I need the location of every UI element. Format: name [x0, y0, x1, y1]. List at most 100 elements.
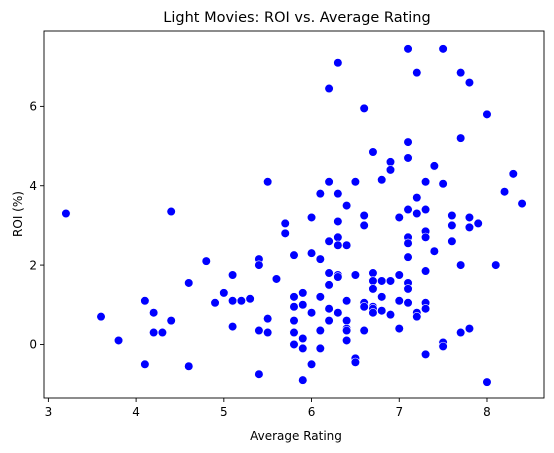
- data-point: [342, 316, 352, 326]
- data-point: [324, 236, 334, 246]
- data-point: [420, 266, 431, 276]
- data-point: [113, 335, 124, 346]
- data-point: [333, 308, 343, 318]
- data-point: [254, 325, 264, 336]
- data-point: [263, 314, 273, 324]
- data-point: [306, 212, 317, 223]
- data-point: [315, 325, 325, 336]
- data-point: [447, 220, 457, 231]
- data-point: [412, 208, 422, 219]
- data-point: [166, 206, 176, 217]
- data-point: [342, 200, 352, 211]
- data-point: [482, 377, 492, 387]
- data-point: [306, 359, 317, 369]
- data-point: [254, 369, 264, 379]
- data-point: [236, 296, 246, 306]
- data-point: [368, 147, 378, 157]
- data-point: [289, 250, 299, 260]
- data-point: [377, 306, 387, 316]
- x-tick-label: 6: [308, 405, 316, 419]
- data-point: [350, 270, 361, 280]
- data-point: [342, 335, 352, 346]
- data-points: [61, 44, 527, 387]
- x-axis-label: Average Rating: [250, 429, 342, 443]
- data-point: [96, 312, 106, 322]
- data-point: [149, 327, 159, 338]
- data-point: [403, 137, 413, 147]
- data-point: [315, 189, 325, 199]
- data-point: [491, 260, 501, 270]
- y-tick-label: 4: [29, 179, 37, 193]
- data-point: [412, 312, 422, 322]
- data-point: [473, 218, 483, 229]
- y-axis-ticks: 0 2 4 6: [29, 100, 44, 352]
- data-point: [271, 274, 282, 284]
- data-point: [324, 177, 334, 187]
- data-point: [420, 177, 431, 187]
- data-point: [306, 308, 317, 318]
- data-point: [464, 77, 475, 88]
- data-point: [298, 343, 308, 354]
- data-point: [315, 254, 325, 264]
- x-tick-label: 5: [220, 405, 228, 419]
- data-point: [438, 179, 448, 189]
- plot-area: [43, 30, 545, 399]
- data-point: [201, 256, 211, 266]
- data-point: [315, 292, 325, 302]
- data-point: [324, 280, 334, 290]
- data-point: [289, 339, 299, 350]
- data-point: [394, 296, 404, 306]
- data-point: [324, 316, 334, 326]
- data-point: [420, 304, 431, 314]
- data-point: [456, 133, 466, 143]
- data-point: [254, 260, 264, 270]
- y-axis-label: ROI (%): [11, 191, 25, 237]
- chart-title: Light Movies: ROI vs. Average Rating: [163, 10, 430, 26]
- data-point: [157, 327, 168, 338]
- data-point: [394, 323, 404, 334]
- data-point: [342, 296, 352, 306]
- data-point: [333, 232, 343, 242]
- data-point: [403, 252, 413, 262]
- data-point: [368, 284, 378, 294]
- data-point: [464, 212, 475, 223]
- data-point: [324, 268, 334, 278]
- data-point: [377, 175, 387, 185]
- data-point: [385, 310, 396, 320]
- data-point: [420, 204, 431, 215]
- data-point: [456, 68, 466, 78]
- data-point: [315, 343, 325, 354]
- data-point: [403, 44, 413, 54]
- data-point: [228, 296, 238, 306]
- data-point: [385, 165, 396, 175]
- data-point: [403, 238, 413, 248]
- x-axis-ticks: 3 4 5 6 7 8: [45, 398, 491, 419]
- data-point: [350, 357, 361, 367]
- data-point: [333, 240, 343, 250]
- y-tick-label: 6: [29, 100, 37, 114]
- data-point: [447, 236, 457, 246]
- data-point: [342, 325, 352, 336]
- data-point: [377, 292, 387, 302]
- data-point: [385, 157, 396, 167]
- data-point: [280, 218, 290, 229]
- data-point: [289, 292, 299, 302]
- data-point: [210, 298, 220, 308]
- data-point: [359, 220, 369, 231]
- data-point: [359, 325, 369, 336]
- data-point: [166, 316, 176, 326]
- data-point: [385, 276, 396, 286]
- data-point: [140, 359, 150, 369]
- data-point: [324, 304, 334, 314]
- data-point: [140, 296, 150, 306]
- data-point: [359, 302, 369, 312]
- x-tick-label: 8: [483, 405, 491, 419]
- data-point: [61, 208, 71, 219]
- data-point: [219, 288, 229, 298]
- data-point: [263, 177, 273, 187]
- data-point: [403, 298, 413, 308]
- y-tick-label: 0: [29, 338, 37, 352]
- data-point: [412, 193, 422, 203]
- data-point: [289, 302, 299, 312]
